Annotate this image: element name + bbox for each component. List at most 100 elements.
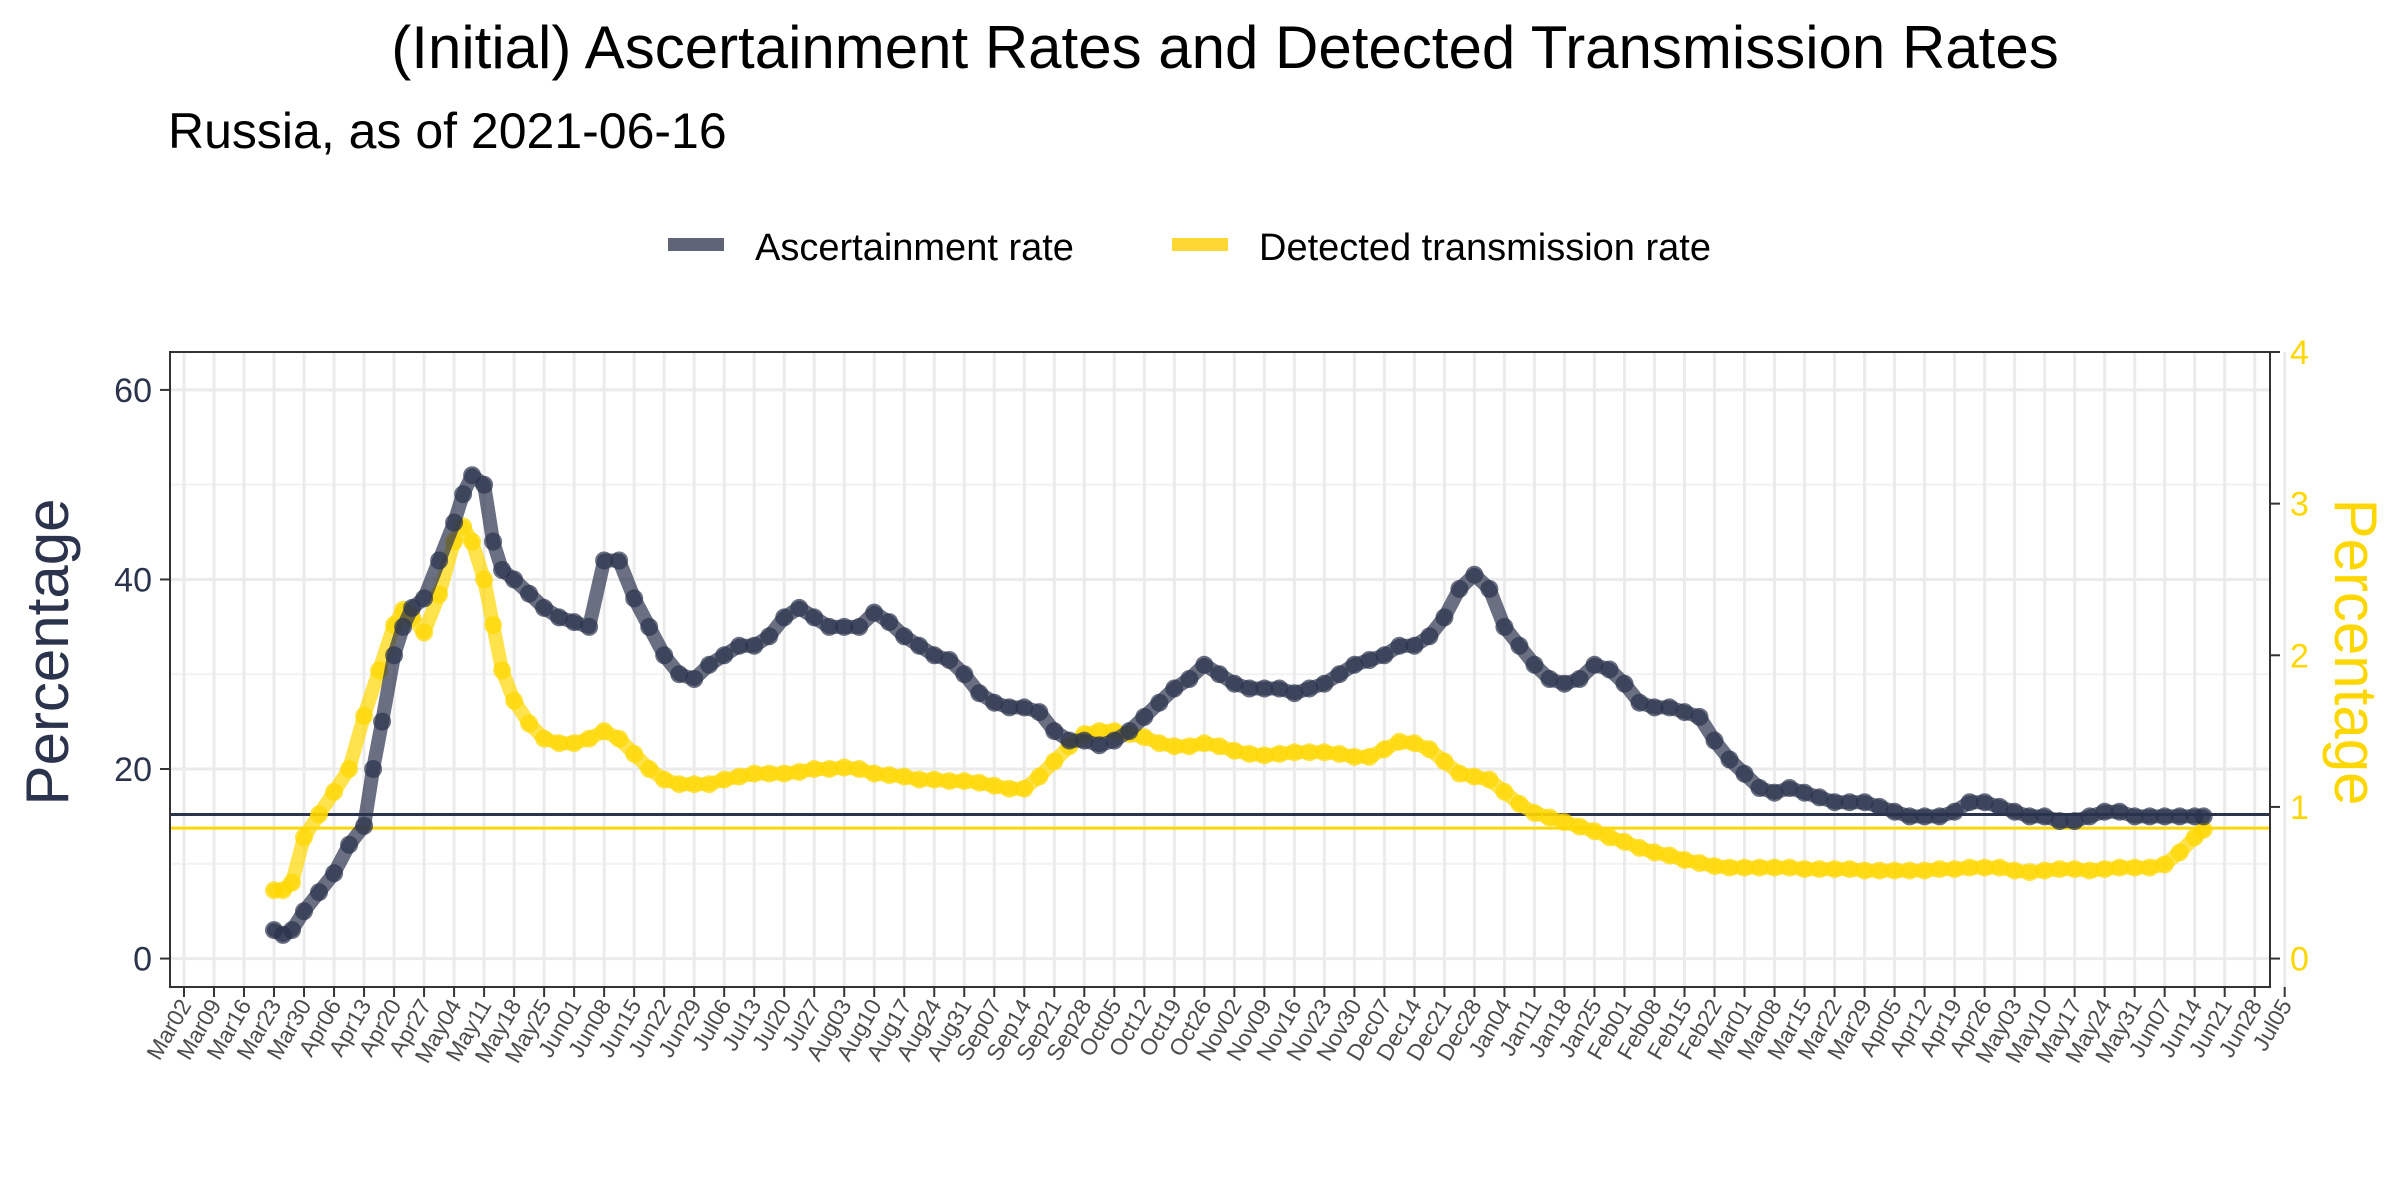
data-point xyxy=(1240,744,1259,763)
data-point xyxy=(2020,863,2039,882)
data-point xyxy=(550,608,569,627)
data-point xyxy=(2170,843,2189,862)
data-point xyxy=(1420,740,1439,759)
data-point xyxy=(1135,707,1154,726)
data-point xyxy=(820,617,839,636)
data-point xyxy=(1105,731,1124,750)
data-point xyxy=(625,744,644,763)
data-point xyxy=(1495,782,1514,801)
data-point xyxy=(1210,737,1229,756)
data-point xyxy=(1390,636,1409,655)
chart-title: (Initial) Ascertainment Rates and Detect… xyxy=(391,14,2058,81)
data-point xyxy=(1825,793,1844,812)
data-point xyxy=(1780,858,1799,877)
data-point xyxy=(670,775,689,794)
y-tick-label-right: 0 xyxy=(2290,941,2309,979)
data-point xyxy=(2035,807,2054,826)
data-point xyxy=(1015,779,1034,798)
data-point xyxy=(1690,854,1709,872)
data-point xyxy=(1885,802,1904,821)
data-point xyxy=(1345,747,1364,766)
data-point xyxy=(1405,734,1424,753)
data-point xyxy=(910,636,929,655)
legend-swatch-detected xyxy=(1172,238,1228,251)
data-point xyxy=(745,636,764,655)
data-point xyxy=(1465,565,1484,584)
legend-label-ascertainment: Ascertainment rate xyxy=(755,227,1074,269)
data-point xyxy=(790,598,809,617)
data-point xyxy=(2140,807,2159,826)
data-point xyxy=(1675,851,1694,869)
data-point xyxy=(1375,646,1394,665)
data-point xyxy=(493,661,512,680)
data-point xyxy=(1015,698,1034,717)
data-point xyxy=(610,551,629,570)
data-point xyxy=(1690,707,1709,726)
data-point xyxy=(1660,698,1679,717)
data-point xyxy=(2194,820,2213,839)
data-point xyxy=(940,772,959,791)
data-point xyxy=(1915,861,1934,880)
data-point xyxy=(1945,802,1964,821)
data-point xyxy=(1720,750,1739,769)
data-point xyxy=(790,763,809,781)
data-point xyxy=(283,921,301,940)
data-point xyxy=(1210,665,1229,684)
data-point xyxy=(1330,665,1349,684)
data-point xyxy=(985,776,1004,795)
data-point xyxy=(1555,674,1574,693)
data-point xyxy=(535,598,554,617)
data-point xyxy=(640,760,659,778)
data-point xyxy=(1750,858,1769,877)
data-point xyxy=(1840,860,1859,879)
legend-swatch-ascertainment xyxy=(668,238,724,251)
data-point xyxy=(283,873,301,892)
data-point xyxy=(1870,797,1889,816)
data-point xyxy=(775,764,794,783)
data-point xyxy=(1255,679,1274,698)
data-point xyxy=(310,805,328,824)
data-point xyxy=(970,773,989,792)
data-point xyxy=(700,775,719,794)
data-point xyxy=(484,616,503,634)
data-point xyxy=(2080,807,2099,826)
data-point xyxy=(1360,747,1379,766)
data-point xyxy=(2155,807,2174,826)
data-point xyxy=(955,772,974,791)
data-point xyxy=(1315,743,1334,762)
data-point xyxy=(865,764,884,783)
data-point xyxy=(880,766,899,785)
data-point xyxy=(1270,744,1289,763)
data-point xyxy=(1630,693,1649,712)
data-point xyxy=(1780,779,1799,797)
data-point xyxy=(670,665,689,684)
data-point xyxy=(925,646,944,665)
data-point xyxy=(2155,855,2174,874)
data-point xyxy=(1555,813,1574,832)
data-point xyxy=(1990,858,2009,877)
data-point xyxy=(805,608,824,627)
data-point xyxy=(1030,767,1049,786)
data-point xyxy=(2110,858,2129,877)
data-point xyxy=(1420,627,1439,646)
data-point xyxy=(1270,679,1289,698)
data-point xyxy=(475,570,494,589)
data-point xyxy=(565,734,584,753)
data-point xyxy=(493,561,512,579)
data-point xyxy=(715,770,734,789)
data-point xyxy=(1960,793,1979,812)
data-point xyxy=(463,532,482,551)
data-point xyxy=(1795,860,1814,879)
data-point xyxy=(385,646,404,665)
data-point xyxy=(1735,764,1754,783)
data-point xyxy=(325,782,344,801)
data-point xyxy=(1930,807,1949,826)
data-point xyxy=(820,760,839,778)
data-point xyxy=(955,665,974,684)
data-point xyxy=(1585,655,1604,674)
data-point xyxy=(1450,579,1469,598)
data-point xyxy=(850,760,869,778)
data-point xyxy=(1915,807,1934,826)
y-tick-label-right: 3 xyxy=(2290,486,2309,524)
